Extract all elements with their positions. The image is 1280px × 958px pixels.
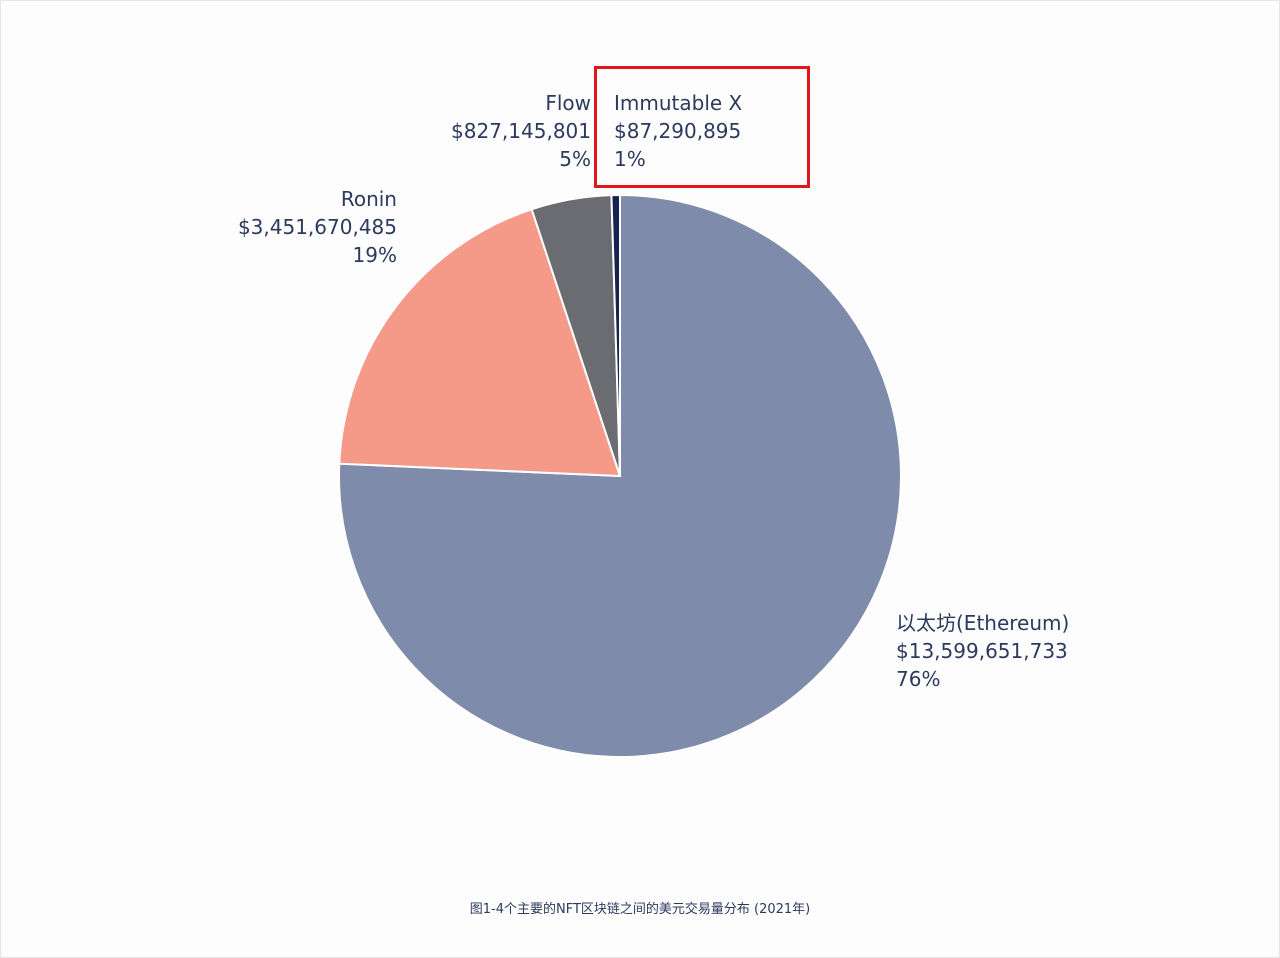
chart-caption: 图1-4个主要的NFT区块链之间的美元交易量分布 (2021年) [469,902,811,917]
label-ronin: Ronin $3,451,670,485 19% [238,185,397,269]
slice-name: Flow [545,91,591,115]
slice-value: $13,599,651,733 [896,639,1068,663]
pie-slice-immutable-x [610,193,621,477]
label-flow: Flow $827,145,801 5% [451,89,591,173]
slice-percent: 19% [352,243,397,267]
slice-name: Immutable X [614,91,743,115]
slice-value: $827,145,801 [451,119,591,143]
slice-name: Ronin [340,187,397,211]
pie-slice-ethereum [338,193,902,758]
label-immutable-x: Immutable X $87,290,895 1% [614,89,742,173]
pie-slice-ronin [338,207,622,478]
slice-percent: 1% [614,147,646,171]
slice-value: $87,290,895 [614,119,742,143]
slice-name: 以太坊(Ethereum) [896,611,1070,635]
label-ethereum: 以太坊(Ethereum) $13,599,651,733 76% [896,609,1069,693]
highlight-box [594,66,810,188]
slice-percent: 76% [896,667,941,691]
slice-value: $3,451,670,485 [237,215,397,239]
slice-percent: 5% [559,147,591,171]
